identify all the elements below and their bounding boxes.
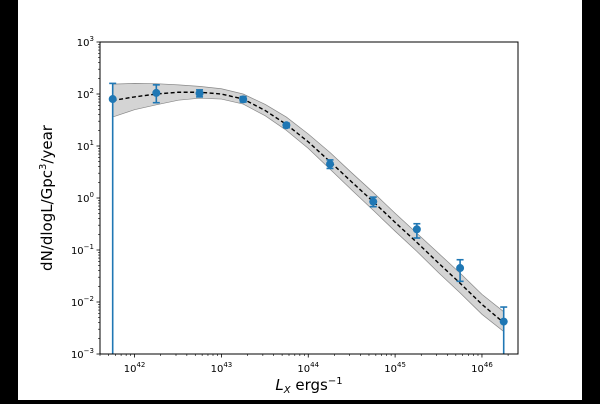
y-tick-label: 101 <box>77 139 94 153</box>
data-point-group <box>195 89 204 98</box>
y-tick-label: 103 <box>77 35 94 49</box>
tick-exponent: −2 <box>84 295 94 303</box>
data-point-group <box>152 84 161 104</box>
data-point <box>369 197 378 206</box>
data-point-group <box>282 121 291 130</box>
log-log-chart: 1042 1043 1044 1045 104610−310−210−110010110… <box>38 35 519 396</box>
x-tick-label: 1044 <box>297 361 319 375</box>
x-tick-label: 1043 <box>211 361 233 375</box>
x-axis-label-exponent: −1 <box>328 376 343 387</box>
data-point <box>152 88 161 97</box>
x-axis-label: LX ergs−1 <box>275 376 342 396</box>
tick-base: 10 <box>71 350 84 361</box>
y-tick-label: 10−2 <box>71 295 94 309</box>
data-point-group <box>369 196 378 208</box>
tick-base: 10 <box>471 364 484 375</box>
tick-base: 10 <box>71 298 84 309</box>
tick-base: 10 <box>211 364 224 375</box>
tick-base: 10 <box>384 364 397 375</box>
tick-base: 10 <box>297 364 310 375</box>
y-axis-label-main: dN/dlogL/Gpc <box>38 170 56 271</box>
tick-exponent: 2 <box>90 87 94 95</box>
tick-exponent: 45 <box>397 361 406 369</box>
tick-base: 10 <box>77 194 90 205</box>
data-point-group <box>239 95 248 104</box>
chart-canvas: 1042 1043 1044 1045 1046 10−3 10−2 10−1 100 101 10… <box>18 0 582 400</box>
data-point-group <box>499 306 508 354</box>
plot-area <box>108 82 508 354</box>
data-point <box>456 264 465 273</box>
confidence-band <box>112 83 505 333</box>
data-point-group <box>326 159 335 170</box>
tick-exponent: 1 <box>90 139 94 147</box>
y-tick-label: 100 <box>77 191 94 205</box>
x-axis-label-subscript: X <box>283 385 292 396</box>
y-tick-label: 10−3 <box>71 347 94 361</box>
x-tick-label: 1042 <box>124 361 146 375</box>
data-point <box>195 89 204 98</box>
data-point <box>108 95 117 104</box>
x-axis-label-unit: ergs <box>291 376 328 394</box>
tick-exponent: 0 <box>90 191 94 199</box>
data-point <box>499 317 508 326</box>
tick-base: 10 <box>77 142 90 153</box>
tick-exponent: 46 <box>484 361 493 369</box>
tick-exponent: 3 <box>90 35 94 43</box>
y-axis-label-suffix: /year <box>38 124 56 163</box>
data-point <box>239 95 248 104</box>
fit-line <box>112 91 505 324</box>
data-point <box>412 225 421 234</box>
tick-exponent: 42 <box>136 361 145 369</box>
y-axis-label-exponent: 3 <box>38 164 49 170</box>
x-tick-label: 1046 <box>471 361 493 375</box>
tick-base: 10 <box>77 38 90 49</box>
tick-exponent: 43 <box>223 361 232 369</box>
tick-exponent: −1 <box>84 243 94 251</box>
y-tick-label: 10−1 <box>71 243 94 257</box>
tick-exponent: 44 <box>310 361 319 369</box>
y-axis-label: dN/dlogL/Gpc3/year <box>38 124 56 271</box>
data-point-group <box>412 222 421 239</box>
data-point-group <box>108 82 117 354</box>
tick-exponent: −3 <box>84 347 94 355</box>
data-point <box>326 160 335 169</box>
data-point-group <box>456 258 465 283</box>
x-tick-label: 1045 <box>384 361 406 375</box>
x-axis-label-symbol: L <box>275 376 283 394</box>
tick-base: 10 <box>71 246 84 257</box>
tick-base: 10 <box>124 364 137 375</box>
y-tick-label: 102 <box>77 87 94 101</box>
tick-base: 10 <box>77 90 90 101</box>
data-point <box>282 121 291 130</box>
